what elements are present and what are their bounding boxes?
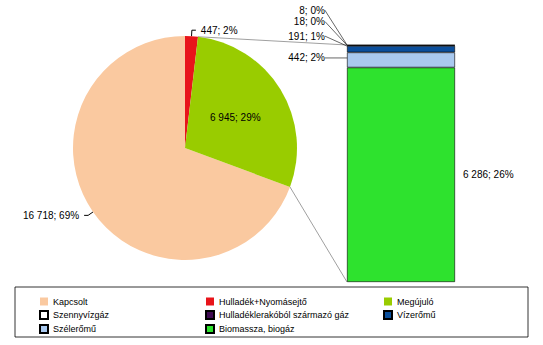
svg-text:18; 0%: 18; 0% [294,16,325,27]
svg-text:Megújuló: Megújuló [397,297,434,307]
svg-text:447; 2%: 447; 2% [201,25,238,36]
svg-text:16 718; 69%: 16 718; 69% [23,210,79,221]
svg-text:Vízerőmű: Vízerőmű [397,310,436,320]
svg-text:Szélerőmű: Szélerőmű [53,324,96,334]
svg-text:Hulladék+Nyomásejtő: Hulladék+Nyomásejtő [219,297,307,307]
svg-text:Kapcsolt: Kapcsolt [53,297,88,307]
svg-text:Szennyvízgáz: Szennyvízgáz [53,310,110,320]
svg-text:191; 1%: 191; 1% [288,31,325,42]
svg-text:Biomassza, biogáz: Biomassza, biogáz [219,324,295,334]
svg-text:6 945; 29%: 6 945; 29% [210,112,261,123]
svg-text:8; 0%: 8; 0% [299,5,325,16]
svg-text:6 286; 26%: 6 286; 26% [463,169,514,180]
svg-text:Hulladéklerakóból származó gáz: Hulladéklerakóból származó gáz [219,310,350,320]
svg-text:442; 2%: 442; 2% [288,52,325,63]
